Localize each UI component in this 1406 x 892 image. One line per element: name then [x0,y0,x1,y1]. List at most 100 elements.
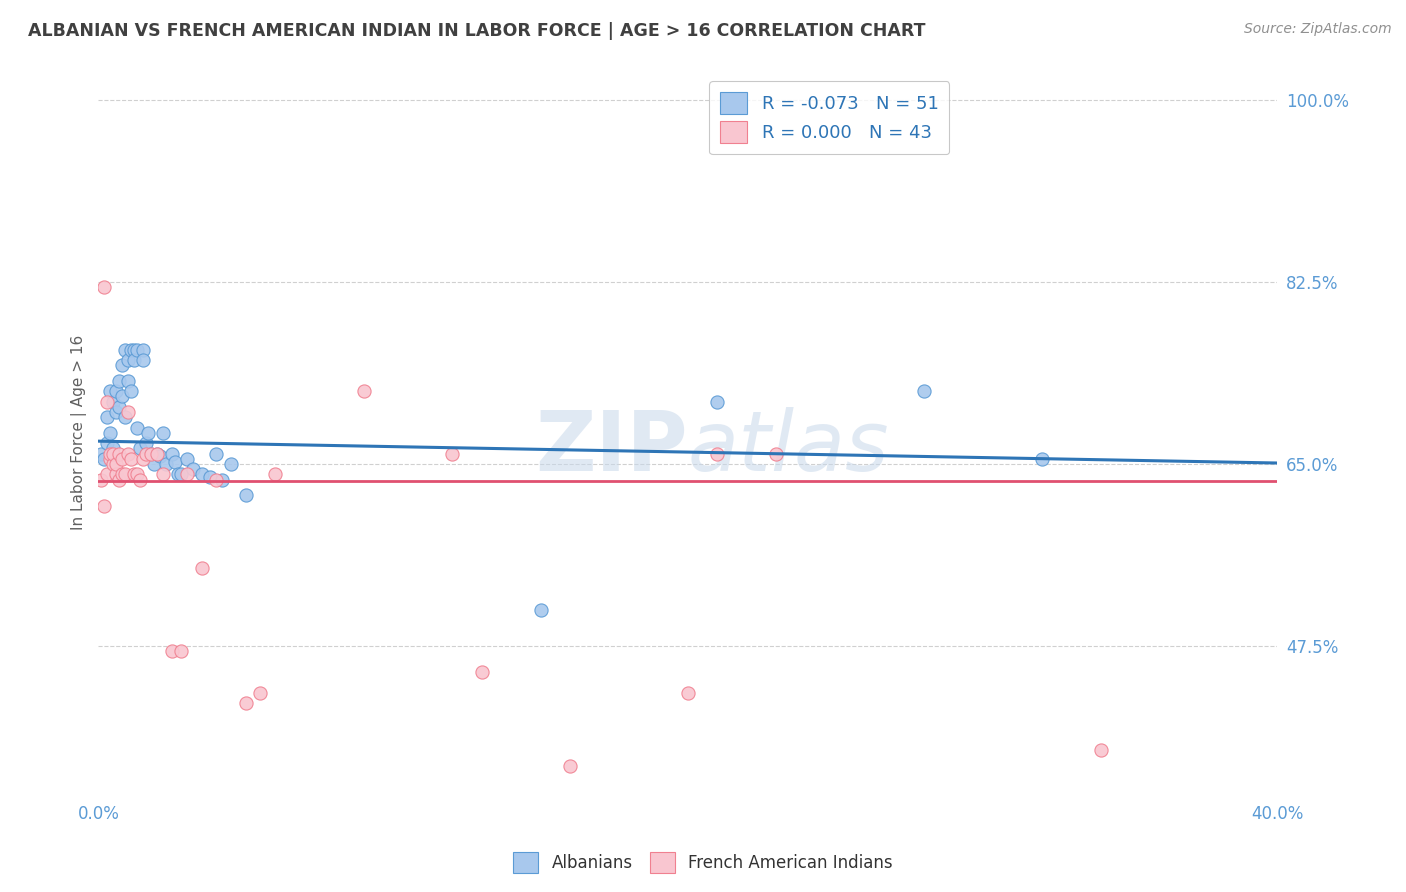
Point [471,665,494,680]
Point [93,280,115,294]
Point [93,499,115,513]
Y-axis label: In Labor Force | Age > 16: In Labor Force | Age > 16 [72,335,87,531]
Point [170,644,193,658]
Point [108,374,131,388]
Point [1090,743,1112,757]
Point [111,467,134,482]
Point [205,447,228,461]
Point [558,759,581,773]
Text: ZIP: ZIP [536,407,688,488]
Point [122,353,145,368]
Point [90,473,112,487]
Point [98,384,121,399]
Point [96,394,118,409]
Point [146,447,169,461]
Point [111,451,134,466]
Point [122,343,145,357]
Point [96,467,118,482]
Point [160,447,183,461]
Point [211,473,233,487]
Point [105,405,128,419]
Point [141,447,163,461]
Point [219,457,242,471]
Point [155,457,177,471]
Point [90,447,112,461]
Point [190,467,212,482]
Point [181,462,204,476]
Point [96,410,118,425]
Point [131,343,153,357]
Point [529,603,551,617]
Point [131,451,153,466]
Point [167,467,190,482]
Point [105,457,128,471]
Point [176,467,198,482]
Point [149,449,172,463]
Point [98,447,121,461]
Point [111,389,134,403]
Point [120,384,142,399]
Point [108,447,131,461]
Point [114,343,136,357]
Point [249,686,271,700]
Legend: Albanians, French American Indians: Albanians, French American Indians [506,846,900,880]
Point [353,384,375,399]
Point [441,447,464,461]
Point [117,405,139,419]
Point [706,447,728,461]
Point [105,384,128,399]
Point [125,420,148,434]
Point [128,442,150,456]
Point [96,436,118,450]
Point [111,358,134,372]
Point [134,436,156,450]
Point [128,473,150,487]
Point [122,467,145,482]
Point [93,451,115,466]
Point [235,488,257,502]
Point [117,447,139,461]
Point [108,473,131,487]
Text: ALBANIAN VS FRENCH AMERICAN INDIAN IN LABOR FORCE | AGE > 16 CORRELATION CHART: ALBANIAN VS FRENCH AMERICAN INDIAN IN LA… [28,22,925,40]
Point [205,473,228,487]
Point [765,447,787,461]
Point [134,447,156,461]
Point [235,697,257,711]
Point [125,467,148,482]
Point [101,447,124,461]
Point [98,451,121,466]
Point [101,394,124,409]
Point [152,425,174,440]
Point [152,467,174,482]
Point [146,447,169,461]
Point [200,469,222,483]
Point [160,644,183,658]
Text: atlas: atlas [688,407,890,488]
Point [114,467,136,482]
Point [108,400,131,414]
Point [125,343,148,357]
Point [120,451,142,466]
Point [98,425,121,440]
Point [114,410,136,425]
Point [117,353,139,368]
Point [143,457,166,471]
Point [101,442,124,456]
Point [170,467,193,482]
Point [676,686,699,700]
Point [163,455,186,469]
Point [138,425,160,440]
Point [120,343,142,357]
Point [1031,451,1053,466]
Point [706,394,728,409]
Legend: R = -0.073   N = 51, R = 0.000   N = 43: R = -0.073 N = 51, R = 0.000 N = 43 [710,81,949,154]
Text: Source: ZipAtlas.com: Source: ZipAtlas.com [1244,22,1392,37]
Point [101,457,124,471]
Point [176,451,198,466]
Point [131,353,153,368]
Point [105,467,128,482]
Point [912,384,935,399]
Point [264,467,287,482]
Point [117,374,139,388]
Point [141,447,163,461]
